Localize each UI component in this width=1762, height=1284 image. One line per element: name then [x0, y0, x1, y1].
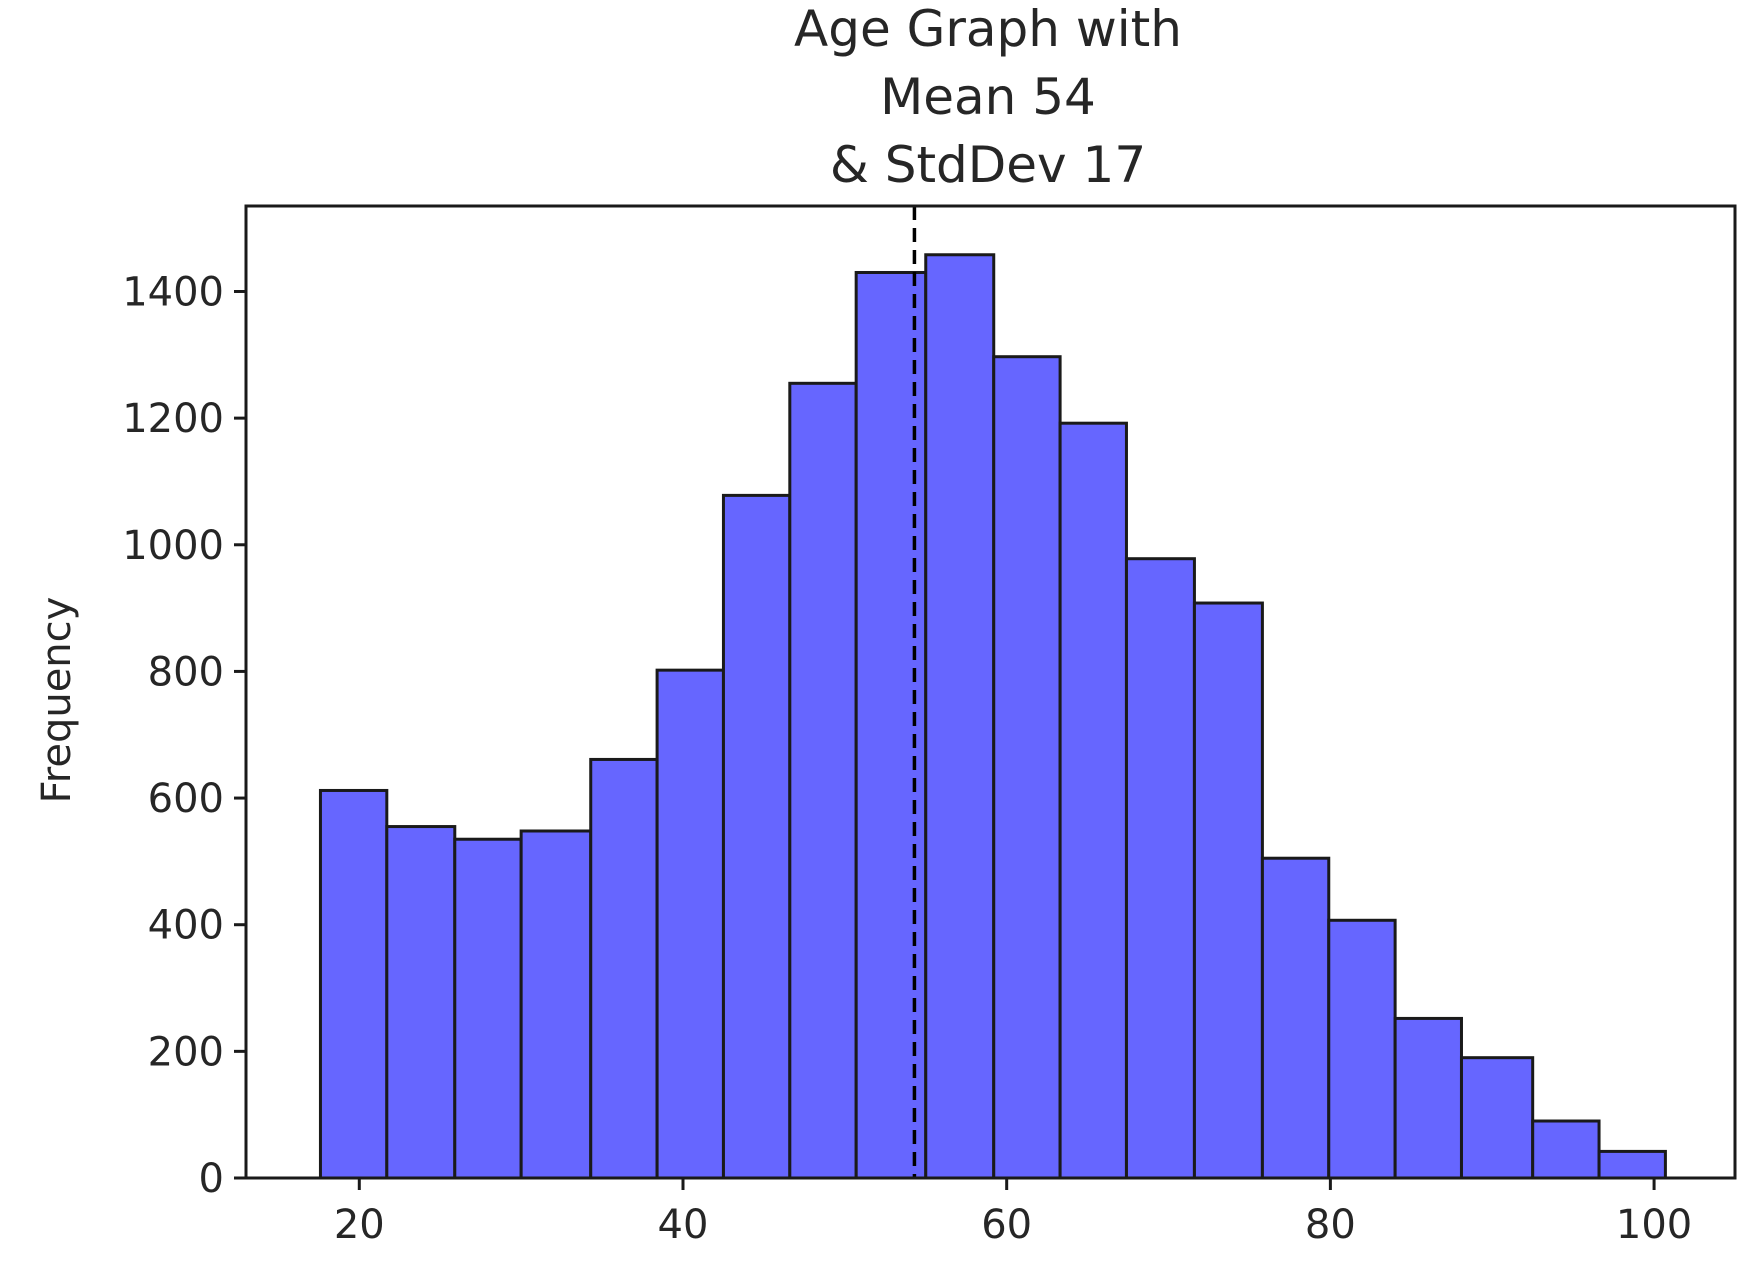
histogram-bar-4 — [519, 829, 593, 1180]
chart-title-line-3: & StdDev 17 — [830, 136, 1146, 194]
chart-title: Age Graph with Mean 54 & StdDev 17 — [794, 0, 1182, 194]
histogram-bar-15 — [1260, 856, 1331, 1180]
histogram-bar-2 — [385, 825, 457, 1180]
chart-title-line-1: Age Graph with — [794, 0, 1182, 58]
y-tick-label-600: 600 — [148, 776, 224, 822]
y-axis-label: Frequency — [34, 597, 80, 804]
y-tick-label-1000: 1000 — [122, 523, 224, 569]
histogram-bar-14 — [1192, 601, 1264, 1180]
plot-frame — [244, 204, 1737, 1180]
y-tick-label-0: 0 — [199, 1156, 224, 1202]
histogram-bars — [318, 253, 1667, 1180]
histogram-bar-13 — [1124, 557, 1196, 1180]
x-axis-ticks: 20 40 60 80 100 — [334, 1178, 1692, 1248]
histogram-bar-1 — [318, 788, 389, 1180]
histogram-bar-10 — [924, 253, 996, 1180]
histogram-bar-6 — [655, 668, 725, 1180]
y-tick-label-1400: 1400 — [122, 269, 224, 315]
y-tick-label-400: 400 — [148, 903, 224, 949]
histogram-bar-5 — [589, 757, 659, 1180]
y-tick-label-800: 800 — [148, 649, 224, 695]
y-axis-ticks: 0 200 400 600 800 1000 1200 1400 — [122, 269, 246, 1202]
histogram-bar-20 — [1597, 1149, 1667, 1180]
histogram-bar-18 — [1459, 1056, 1535, 1180]
x-tick-label-100: 100 — [1616, 1202, 1692, 1248]
histogram-bar-3 — [453, 837, 523, 1180]
x-tick-label-20: 20 — [334, 1202, 385, 1248]
histogram-bar-11 — [992, 355, 1062, 1180]
histogram-bar-8 — [788, 381, 858, 1180]
histogram-bar-7 — [721, 493, 792, 1180]
y-tick-label-1200: 1200 — [122, 396, 224, 442]
histogram-bar-17 — [1393, 1016, 1463, 1180]
histogram-bar-16 — [1327, 918, 1397, 1180]
x-tick-label-80: 80 — [1305, 1202, 1356, 1248]
x-tick-label-60: 60 — [981, 1202, 1032, 1248]
histogram-bar-12 — [1058, 421, 1128, 1180]
chart-title-line-2: Mean 54 — [880, 68, 1096, 126]
x-tick-label-40: 40 — [658, 1202, 709, 1248]
y-tick-label-200: 200 — [148, 1029, 224, 1075]
histogram-bar-19 — [1531, 1119, 1601, 1180]
